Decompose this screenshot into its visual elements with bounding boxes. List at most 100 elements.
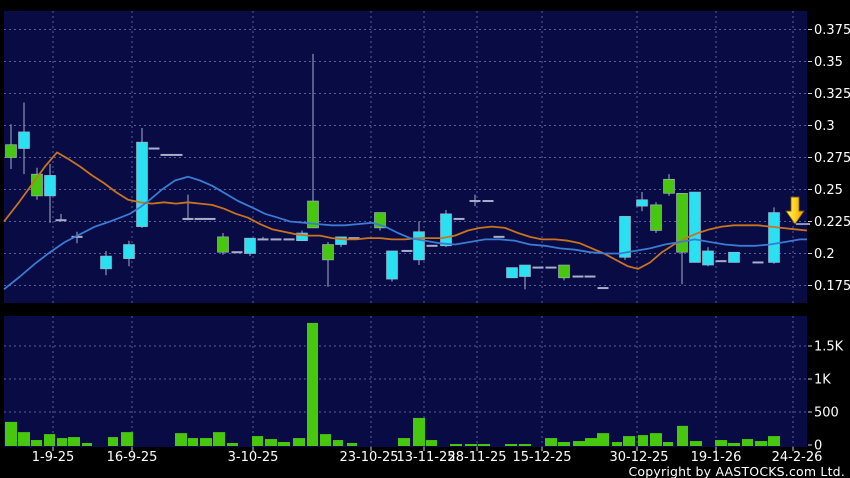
volume-bar xyxy=(108,437,118,446)
doji-dash xyxy=(426,244,438,247)
x-axis-label: 16-9-25 xyxy=(107,450,158,465)
volume-axis-label: 0 xyxy=(814,439,822,454)
candle-down xyxy=(702,250,714,266)
doji-dash xyxy=(160,153,172,156)
volume-bar xyxy=(545,438,557,446)
doji-dash xyxy=(532,266,544,269)
doji-dash xyxy=(401,249,413,252)
volume-bar xyxy=(213,432,225,446)
price-axis-label: 0.325 xyxy=(814,87,850,102)
volume-bar xyxy=(465,444,477,446)
volume-bar xyxy=(755,441,767,446)
volume-bar xyxy=(663,442,673,446)
x-axis-label: 24-2-26 xyxy=(772,450,823,465)
volume-bar xyxy=(612,442,622,446)
candle-up xyxy=(558,264,570,279)
volume-bar xyxy=(715,440,727,446)
doji-dash xyxy=(71,235,83,238)
doji-dash xyxy=(182,217,194,220)
price-axis-label: 0.35 xyxy=(814,55,843,70)
doji-dash xyxy=(148,147,160,150)
doji-dash xyxy=(55,219,67,222)
volume-bar xyxy=(227,443,238,446)
candle-down xyxy=(123,244,135,259)
doji-dash xyxy=(204,217,216,220)
x-axis-label: 30-12-25 xyxy=(609,450,668,465)
candle-down xyxy=(18,131,30,149)
doji-dash xyxy=(715,260,727,263)
doji-dash xyxy=(171,153,183,156)
volume-bar xyxy=(188,438,198,446)
candle-down xyxy=(636,199,648,207)
volume-bar xyxy=(742,439,753,446)
volume-bar xyxy=(519,444,531,446)
candle-down xyxy=(44,175,56,197)
volume-bar xyxy=(265,439,277,446)
volume-panel[interactable] xyxy=(4,316,807,447)
volume-bar xyxy=(638,435,648,446)
doji-dash xyxy=(597,287,609,290)
price-axis-label: 0.225 xyxy=(814,215,850,230)
volume-bar xyxy=(398,438,410,446)
x-axis-label: 23-10-25 xyxy=(339,450,398,465)
volume-bar xyxy=(293,438,305,446)
doji-dash xyxy=(469,200,481,203)
doji-dash xyxy=(482,200,494,203)
volume-bar xyxy=(175,433,187,446)
down-arrow-icon xyxy=(785,196,805,225)
doji-dash xyxy=(584,275,596,278)
volume-bar xyxy=(623,436,635,446)
volume-bar xyxy=(82,443,92,446)
volume-bar xyxy=(650,433,662,446)
volume-bar xyxy=(252,436,263,446)
volume-bar xyxy=(728,443,740,446)
candle-down xyxy=(136,141,148,227)
volume-bar xyxy=(450,444,462,446)
volume-bar xyxy=(18,432,30,446)
candle-down xyxy=(335,236,347,245)
x-axis-label: 28-11-25 xyxy=(447,450,506,465)
candle-up xyxy=(217,236,229,253)
volume-bar xyxy=(413,417,425,446)
doji-dash xyxy=(283,238,295,241)
candle-up xyxy=(663,178,675,194)
candle-down xyxy=(386,250,398,280)
volume-bar xyxy=(677,425,688,446)
volume-bar xyxy=(597,433,609,446)
volume-bar xyxy=(585,438,597,446)
candle-up xyxy=(307,200,319,229)
volume-bar xyxy=(690,441,702,446)
doji-dash xyxy=(493,235,505,238)
price-axis-label: 0.25 xyxy=(814,183,843,198)
doji-dash xyxy=(572,275,584,278)
candle-up xyxy=(650,204,662,231)
volume-bar xyxy=(347,443,357,446)
volume-bar xyxy=(5,421,17,446)
volume-bar xyxy=(200,438,212,446)
volume-bar xyxy=(768,436,780,446)
volume-bar xyxy=(558,442,570,446)
x-axis-label: 13-11-25 xyxy=(396,450,455,465)
candle-down xyxy=(506,267,518,279)
candle-down xyxy=(100,255,112,270)
price-axis-label: 0.2 xyxy=(814,247,835,262)
volume-bar xyxy=(307,322,318,446)
candle-up xyxy=(676,193,688,253)
candle-down xyxy=(413,231,425,261)
doji-dash xyxy=(453,217,465,220)
volume-bar xyxy=(57,438,67,446)
volume-bar xyxy=(44,434,55,446)
x-axis-label: 15-12-25 xyxy=(512,450,571,465)
candle-down xyxy=(244,237,256,254)
price-axis-label: 0.275 xyxy=(814,151,850,166)
doji-dash xyxy=(348,237,360,240)
volume-bar xyxy=(31,440,42,446)
ma-line-orange xyxy=(3,151,808,270)
volume-bar xyxy=(68,437,80,446)
doji-dash xyxy=(194,217,206,220)
x-axis-label: 1-9-25 xyxy=(32,450,74,465)
copyright-text: Copyright by AASTOCKS.com Ltd. xyxy=(628,464,845,478)
price-axis-label: 0.375 xyxy=(814,23,850,38)
price-axis-label: 0.175 xyxy=(814,279,850,294)
